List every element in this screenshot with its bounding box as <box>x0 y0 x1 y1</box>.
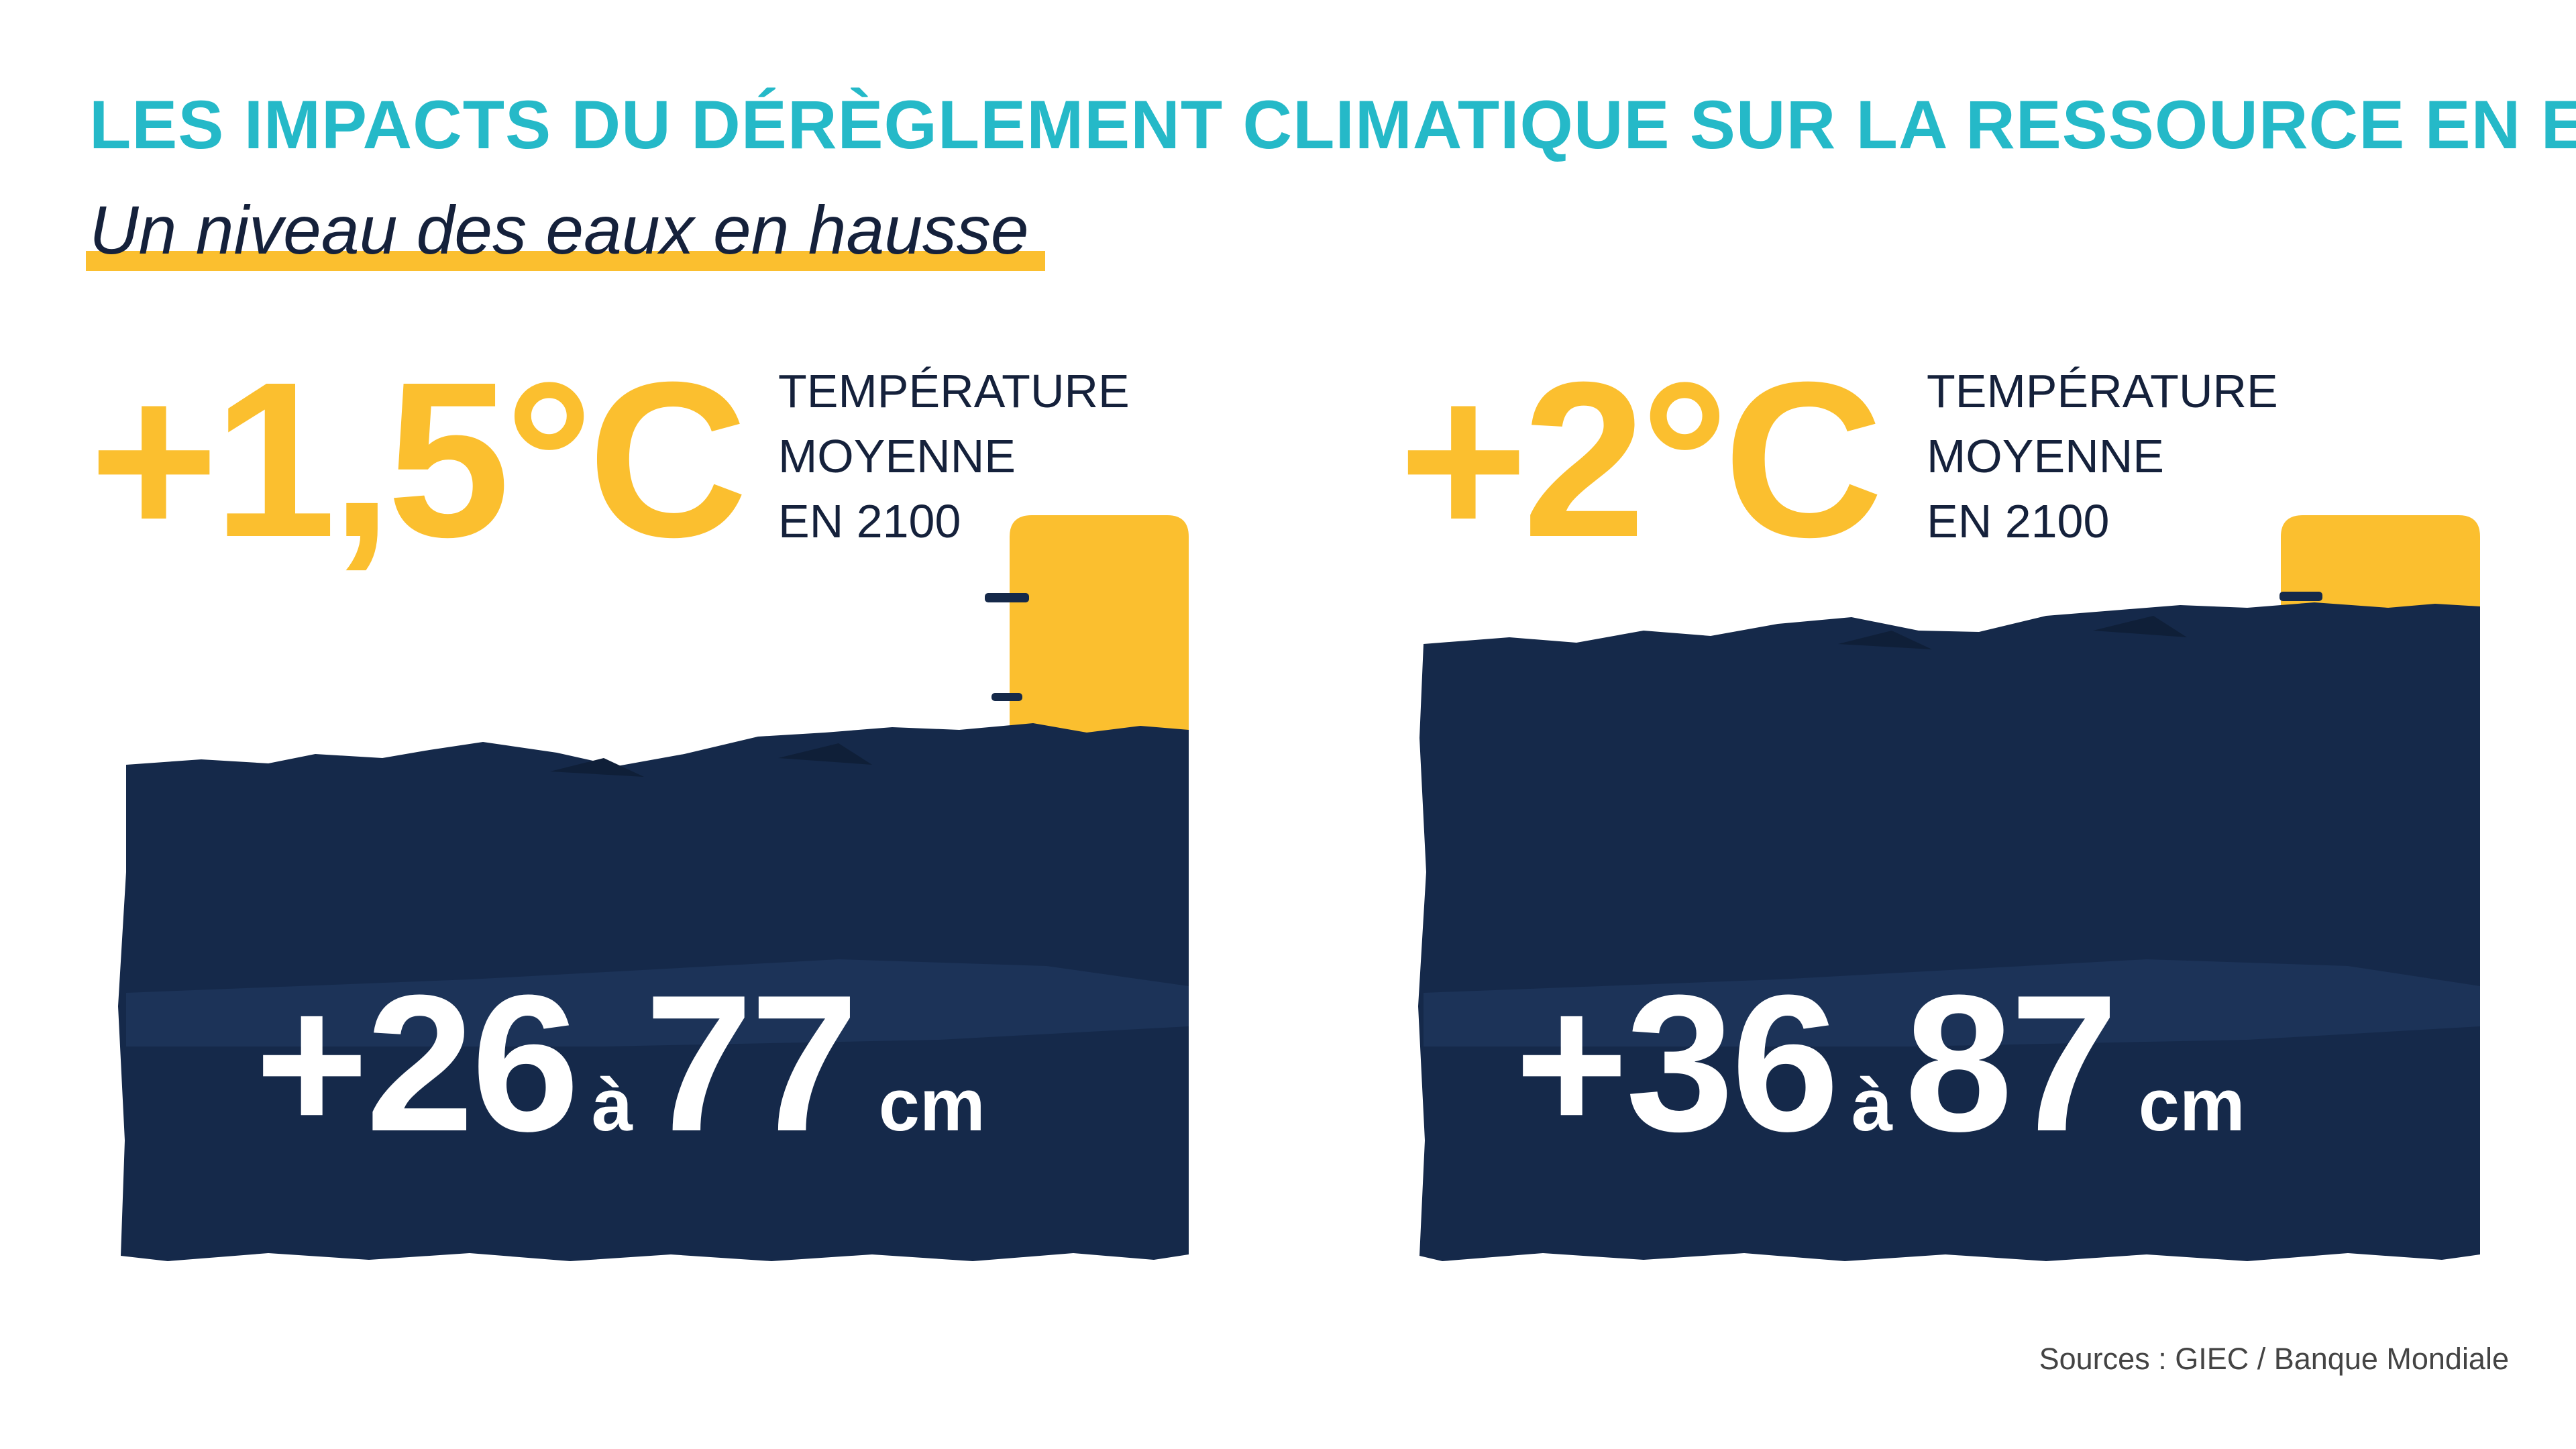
scenario-2-water-block <box>1418 602 2480 1261</box>
page-subtitle: Un niveau des eaux en hausse <box>89 192 1029 268</box>
scenario-2-description-line-3: EN 2100 <box>1927 495 2110 547</box>
scenario-1-description: TEMPÉRATURE MOYENNE EN 2100 <box>778 359 1130 554</box>
scenario-1-wave-shadow-2 <box>778 743 872 765</box>
scenario-2-wave-shadow-1 <box>1838 631 1932 649</box>
page-title: LES IMPACTS DU DÉRÈGLEMENT CLIMATIQUE SU… <box>89 87 2576 163</box>
scenario-2-water-highlight <box>1424 959 2480 1046</box>
scenario-1-water-highlight <box>126 959 1189 1046</box>
scenario-2-sea-level-rise: +36 à87 cm <box>1515 966 2245 1161</box>
scenario-2-marker-tick <box>2279 592 2322 601</box>
scenario-1-rise-unit: cm <box>878 1064 985 1146</box>
scenario-2-wave-shadow-2 <box>2093 616 2187 637</box>
scenario-1-marker-tick-1 <box>985 593 1029 602</box>
scenario-2-rise-max: 87 <box>1904 955 2118 1172</box>
scenario-1-description-line-1: TEMPÉRATURE <box>778 365 1130 417</box>
scenario-2-rise-min: +36 <box>1515 955 1839 1172</box>
scenario-2-rise-unit: cm <box>2138 1064 2245 1146</box>
scenario-2-description-line-1: TEMPÉRATURE <box>1927 365 2278 417</box>
scenario-2-description: TEMPÉRATURE MOYENNE EN 2100 <box>1927 359 2278 554</box>
scenario-1-marker-tick-2 <box>991 693 1022 701</box>
sources-credit: Sources : GIEC / Banque Mondiale <box>2039 1342 2509 1376</box>
scenario-1-rise-separator: à <box>591 1064 633 1146</box>
scenario-1-sea-level-rise: +26 à77 cm <box>255 966 985 1161</box>
scenario-1-rise-min: +26 <box>255 955 580 1172</box>
scenario-2-rise-separator: à <box>1851 1064 1893 1146</box>
scenario-1-wave-shadow-1 <box>550 758 644 777</box>
scenario-1-temperature: +1,5°C <box>89 335 748 583</box>
scenario-1-description-line-2: MOYENNE <box>778 430 1016 482</box>
scenario-1-rise-max: 77 <box>645 955 859 1172</box>
scenario-2-temperature: +2°C <box>1399 335 1884 583</box>
scenario-1-description-line-3: EN 2100 <box>778 495 961 547</box>
scenario-1-level-marker <box>1010 515 1189 778</box>
scenario-2-description-line-2: MOYENNE <box>1927 430 2164 482</box>
subtitle-underline <box>86 251 1045 271</box>
